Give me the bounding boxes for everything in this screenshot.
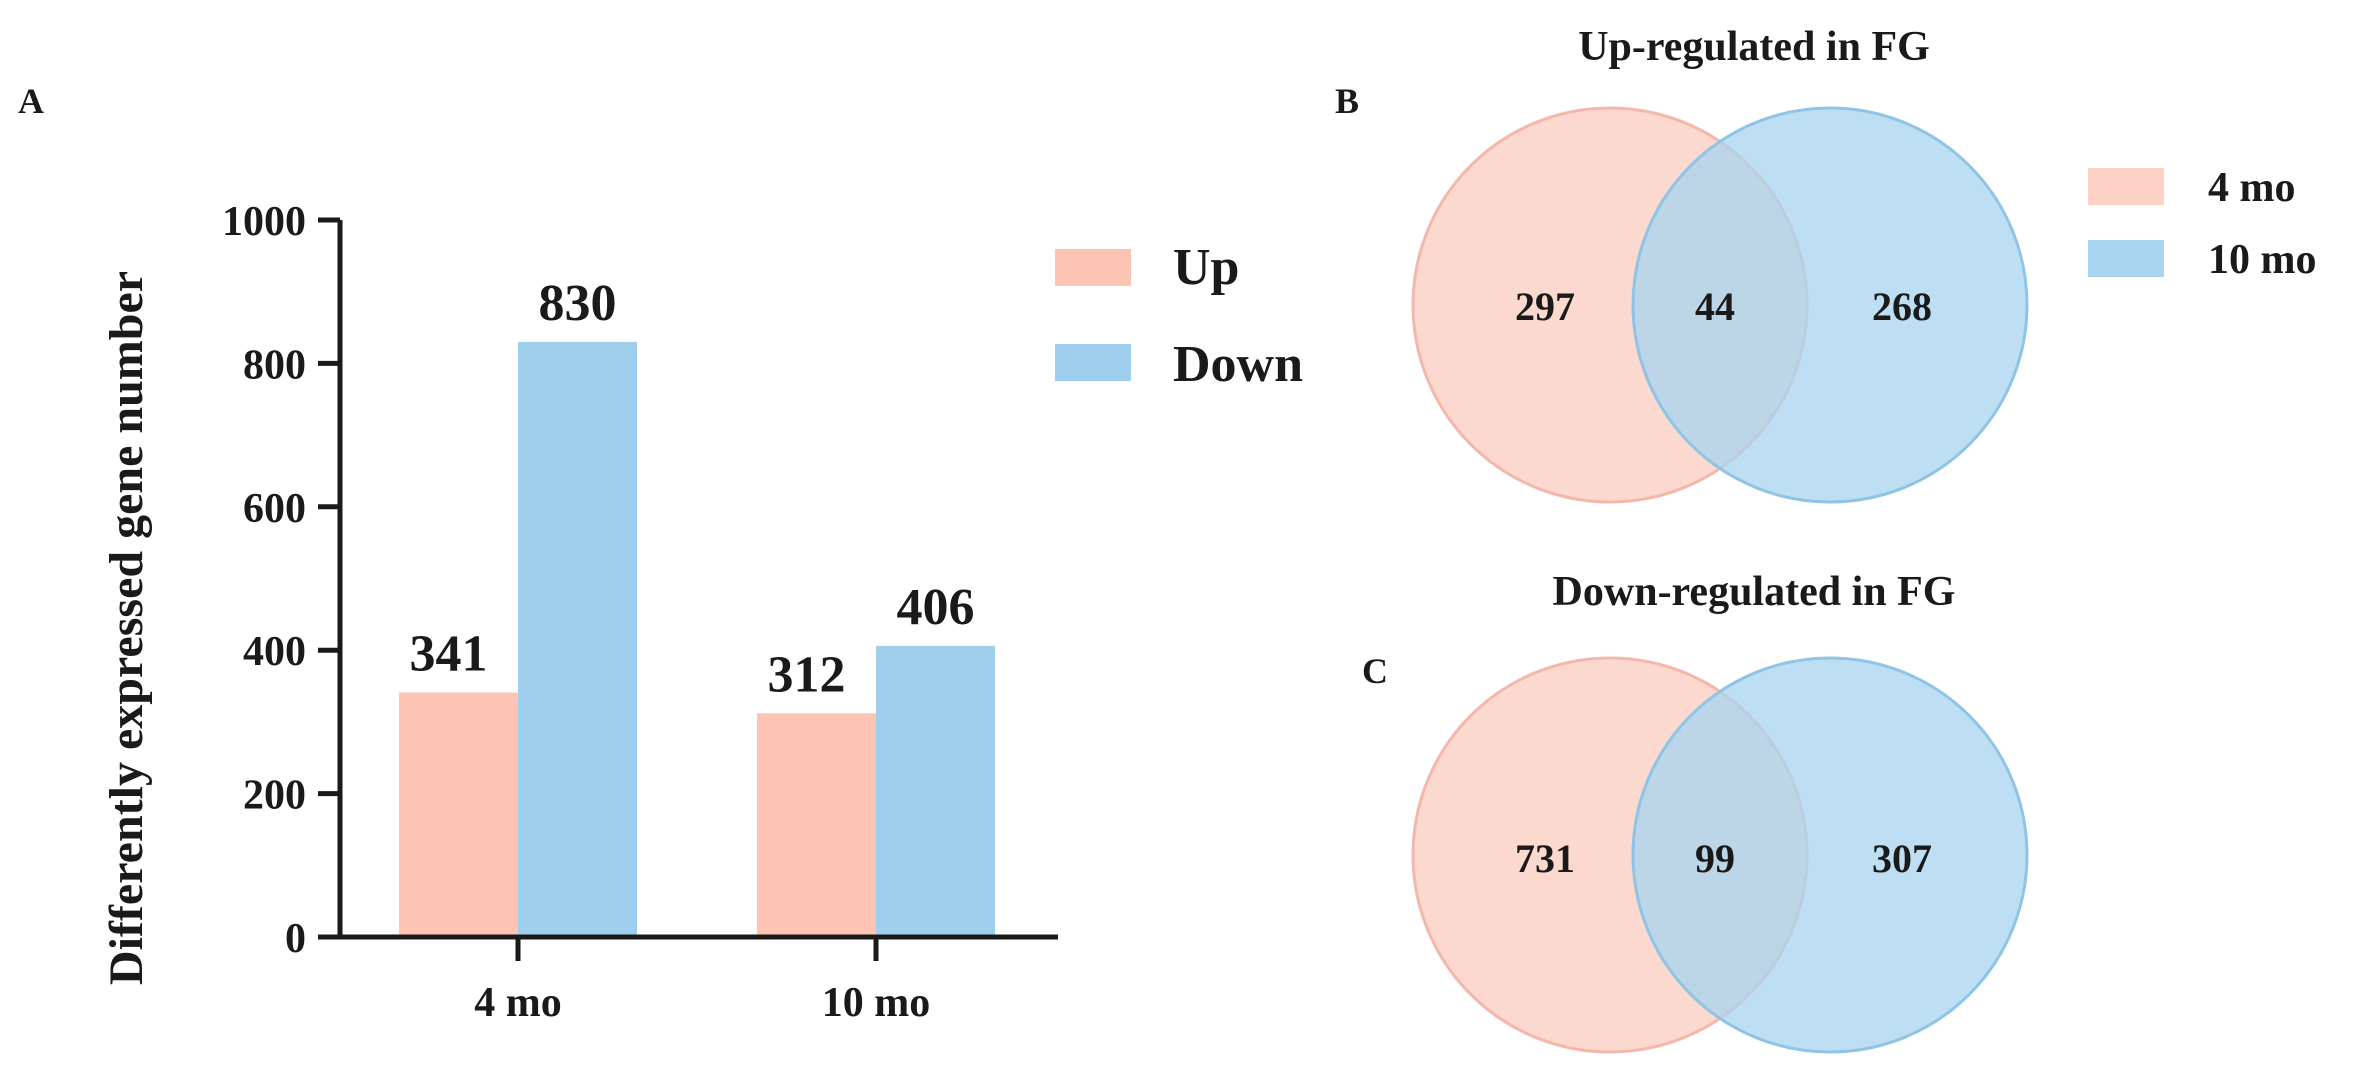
y-axis-label: Differently expressed gene number <box>100 271 153 985</box>
venn-legend: 4 mo 10 mo <box>2088 165 2317 283</box>
x-axis: 4 mo 10 mo <box>338 934 1058 1026</box>
bar-label-group: 341 830 312 406 <box>410 275 975 703</box>
venn-down-only-10mo: 307 <box>1872 836 1932 881</box>
y-tick-label: 200 <box>243 773 306 819</box>
panel-label-c: C <box>1362 651 1388 691</box>
bar-chart: Differently expressed gene number 341 830… <box>100 199 1303 1026</box>
x-tick-label: 4 mo <box>474 980 562 1026</box>
data-label-down-4mo: 830 <box>539 275 617 332</box>
data-label-down-10mo: 406 <box>897 579 975 636</box>
venn-legend-swatch-10mo <box>2088 240 2164 277</box>
legend-label-down: Down <box>1173 336 1303 393</box>
legend-label-up: Up <box>1173 239 1239 296</box>
venn-down-both: 99 <box>1695 836 1735 881</box>
venn-legend-label-4mo: 4 mo <box>2208 165 2296 211</box>
data-label-up-4mo: 341 <box>410 626 488 683</box>
data-label-up-10mo: 312 <box>768 646 846 703</box>
legend-swatch-down <box>1055 344 1131 381</box>
legend-swatch-up <box>1055 249 1131 286</box>
panel-label-a: A <box>18 81 44 121</box>
bar-down-10mo <box>876 645 995 937</box>
y-tick-label: 1000 <box>222 199 306 245</box>
y-axis: 0 200 400 600 800 1000 <box>222 199 343 962</box>
venn-down-circle-10mo <box>1631 656 2029 1054</box>
bar-group <box>399 341 995 937</box>
venn-up-title: Up-regulated in FG <box>1578 24 1930 70</box>
bar-down-4mo <box>518 341 637 937</box>
venn-down: Down-regulated in FG 731 99 307 <box>1411 569 2029 1054</box>
venn-down-only-4mo: 731 <box>1515 836 1575 881</box>
venn-legend-label-10mo: 10 mo <box>2208 237 2317 283</box>
venn-legend-swatch-4mo <box>2088 168 2164 205</box>
y-tick-label: 400 <box>243 629 306 675</box>
panel-label-b: B <box>1335 81 1359 121</box>
bar-up-10mo <box>757 713 876 937</box>
venn-up-both: 44 <box>1695 284 1735 329</box>
venn-up-only-4mo: 297 <box>1515 284 1575 329</box>
venn-up-only-10mo: 268 <box>1872 284 1932 329</box>
bar-legend: Up Down <box>1055 239 1303 393</box>
y-tick-label: 0 <box>285 916 306 962</box>
venn-down-title: Down-regulated in FG <box>1553 569 1956 615</box>
x-tick-label: 10 mo <box>822 980 931 1026</box>
y-tick-label: 600 <box>243 486 306 532</box>
venn-up: Up-regulated in FG 297 44 268 4 mo 10 mo <box>1411 24 2317 504</box>
y-tick-label: 800 <box>243 342 306 388</box>
venn-up-circle-10mo <box>1631 106 2029 504</box>
bar-up-4mo <box>399 692 518 937</box>
